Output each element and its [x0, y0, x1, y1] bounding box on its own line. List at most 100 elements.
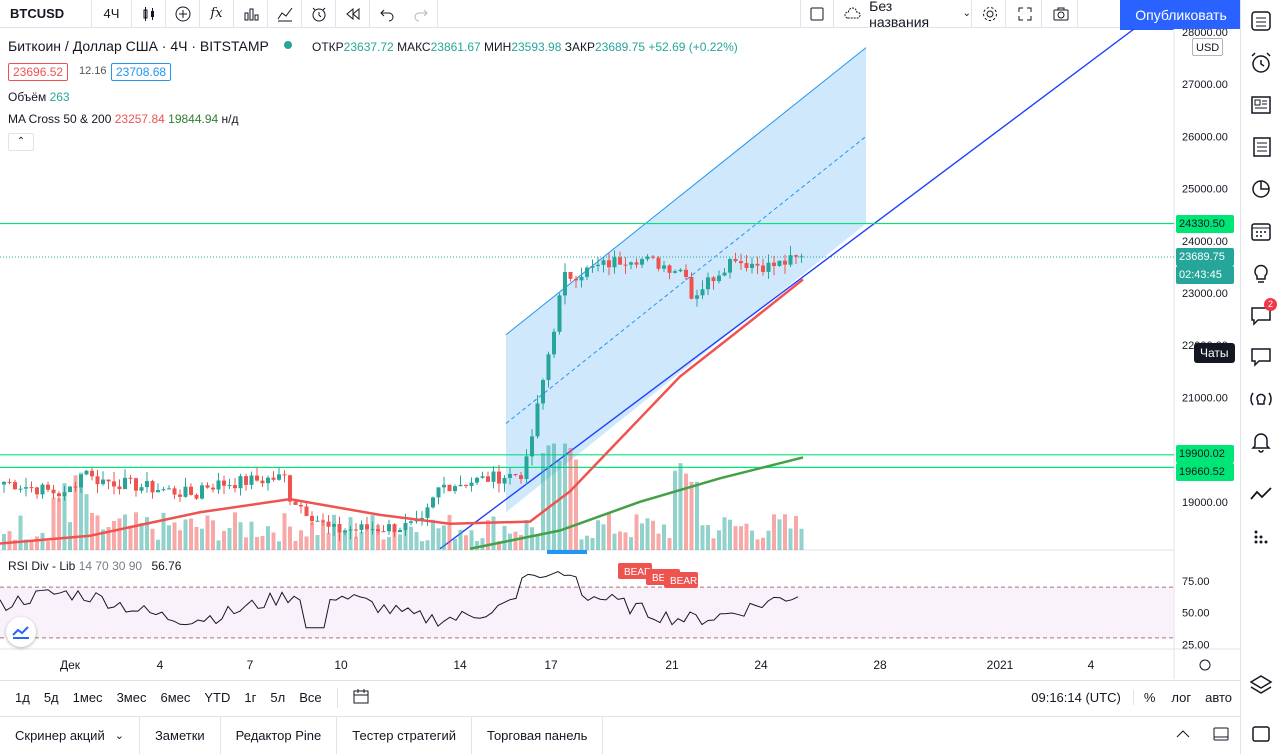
tab-stock-screener[interactable]: Скринер акций ⌄	[0, 716, 140, 754]
bull-marker	[547, 550, 587, 554]
log-toggle[interactable]: лог	[1171, 690, 1192, 705]
bid-price-button[interactable]: 23696.52	[8, 63, 69, 81]
rsi-value: 56.76	[151, 559, 182, 573]
fullscreen-button[interactable]	[1008, 0, 1042, 28]
streams-button[interactable]	[1241, 378, 1280, 420]
volume-bar	[68, 522, 72, 550]
currency-button[interactable]: USD	[1192, 38, 1224, 56]
tab-strategy-tester[interactable]: Тестер стратегий	[337, 716, 473, 754]
layers-icon	[1249, 675, 1273, 694]
templates-button[interactable]	[234, 0, 268, 28]
publish-button[interactable]: Опубликовать	[1120, 0, 1242, 30]
dom-button[interactable]	[1241, 516, 1280, 558]
volume-bar	[497, 541, 501, 550]
calendar-events-button[interactable]	[1241, 168, 1280, 210]
volume-bar	[145, 517, 149, 550]
ideas-button[interactable]	[1241, 252, 1280, 294]
line-chart-icon	[277, 7, 292, 21]
volume-bar	[689, 481, 694, 550]
period-all[interactable]: Все	[299, 690, 322, 705]
candle-body	[585, 267, 589, 277]
chart-type-button[interactable]	[132, 0, 166, 28]
volume-bar	[535, 535, 540, 550]
candle-body	[788, 255, 793, 265]
watchlist-button[interactable]	[1241, 0, 1280, 42]
candle-body	[623, 264, 628, 266]
candle-body	[183, 486, 188, 497]
volume-bar	[706, 524, 710, 550]
indicators-button[interactable]: fx	[200, 0, 234, 28]
data-window-button[interactable]	[1241, 84, 1280, 126]
go-to-date-button[interactable]	[346, 687, 376, 708]
main-chart[interactable]: 28000.00 27000.00 26000.00 25000.00 24000.00…	[0, 29, 1240, 679]
candle-body	[491, 471, 496, 482]
candle-body	[535, 403, 540, 437]
layout-name-button[interactable]: Без названия ⌄	[836, 0, 972, 30]
hotlists-button[interactable]	[1241, 126, 1280, 168]
period-1m[interactable]: 1мес	[72, 690, 103, 705]
tab-pine-editor[interactable]: Редактор Pine	[221, 716, 338, 754]
close-value: 23689.75	[594, 40, 646, 54]
period-5y[interactable]: 5л	[270, 690, 286, 705]
ask-price-button[interactable]: 23708.68	[111, 63, 172, 81]
utc-clock[interactable]: 09:16:14 (UTC)	[1019, 690, 1134, 705]
period-1d[interactable]: 1д	[15, 690, 30, 705]
open-label: ОТКР	[312, 40, 344, 54]
screenshot-button[interactable]	[1044, 0, 1078, 28]
period-1y[interactable]: 1г	[244, 690, 257, 705]
collapse-legend-button[interactable]: ⌃	[8, 133, 34, 151]
tab-trading-panel[interactable]: Торговая панель	[472, 716, 604, 754]
volume-bar	[200, 528, 204, 550]
chats-button[interactable]: 2	[1241, 294, 1280, 336]
chat-badge: 2	[1264, 298, 1277, 311]
alerts-button[interactable]	[1241, 42, 1280, 84]
alert-templates-button[interactable]	[268, 0, 302, 28]
volume-bar	[255, 536, 259, 550]
tradingview-logo-button[interactable]	[6, 617, 36, 647]
volume-bar	[387, 537, 391, 550]
volume-bar	[106, 527, 111, 550]
help-button[interactable]	[1241, 712, 1280, 754]
period-6m[interactable]: 6мес	[160, 690, 191, 705]
period-3m[interactable]: 3мес	[116, 690, 147, 705]
bear-label: BEAR	[670, 576, 697, 587]
layers-button[interactable]	[1241, 664, 1280, 706]
list-icon	[1251, 11, 1271, 31]
expand-panel-button[interactable]	[1164, 725, 1202, 746]
maximize-panel-button[interactable]	[1202, 725, 1240, 746]
tab-notes[interactable]: Заметки	[140, 716, 221, 754]
candle-body	[607, 260, 611, 268]
percent-toggle[interactable]: %	[1143, 690, 1156, 705]
period-5d[interactable]: 5д	[43, 690, 59, 705]
candle-body	[563, 271, 567, 296]
candle-body	[733, 258, 738, 262]
economic-calendar-button[interactable]	[1241, 210, 1280, 252]
volume-bar	[161, 512, 166, 550]
alert-button[interactable]	[302, 0, 336, 28]
tv-logo-icon	[12, 626, 29, 639]
price-tick: 26000.00	[1182, 131, 1228, 143]
volume-bar	[447, 514, 452, 550]
volume-bar	[733, 526, 738, 550]
private-chats-button[interactable]	[1241, 336, 1280, 378]
notifications-button[interactable]	[1241, 420, 1280, 462]
undo-button[interactable]	[370, 0, 404, 28]
candle-body	[502, 477, 507, 484]
period-ytd[interactable]: YTD	[204, 690, 231, 705]
rsi-legend: RSI Div - Lib 14 70 30 90 56.76	[8, 559, 181, 573]
fullscreen-select-button[interactable]	[800, 0, 834, 28]
redo-button[interactable]	[404, 0, 438, 28]
compare-button[interactable]	[166, 0, 200, 28]
interval-button[interactable]: 4Ч	[92, 0, 132, 28]
period-buttons: 1д 5д 1мес 3мес 6мес YTD 1г 5л Все	[0, 690, 329, 705]
volume-bar	[541, 453, 545, 550]
volume-bar	[409, 526, 413, 550]
candle-body	[436, 487, 441, 498]
replay-button[interactable]	[336, 0, 370, 28]
settings-button[interactable]	[974, 0, 1006, 28]
trading-ideas-button[interactable]	[1241, 474, 1280, 516]
volume-bar	[172, 522, 177, 550]
lightbulb-icon	[1254, 264, 1268, 283]
auto-toggle[interactable]: авто	[1205, 690, 1232, 705]
symbol-search-button[interactable]: BTCUSD	[0, 0, 92, 28]
